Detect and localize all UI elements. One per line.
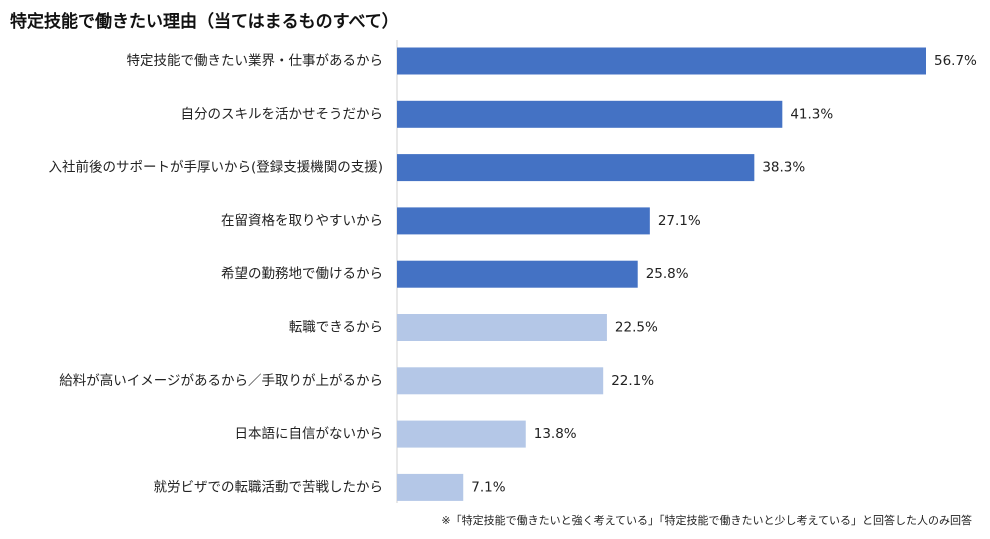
bar xyxy=(397,100,783,128)
bar xyxy=(397,154,755,182)
bar xyxy=(397,367,604,395)
category-label: 特定技能で働きたい業界・仕事があるから xyxy=(127,53,384,69)
category-label: 在留資格を取りやすいから xyxy=(221,213,383,229)
data-label: 13.8% xyxy=(534,426,577,442)
data-label: 27.1% xyxy=(658,213,701,229)
category-label: 給料が高いイメージがあるから／手取りが上がるから xyxy=(59,372,383,389)
bar xyxy=(397,314,607,341)
data-label: 38.3% xyxy=(762,160,805,176)
bar xyxy=(397,420,526,448)
category-label: 自分のスキルを活かせそうだから xyxy=(181,106,384,122)
footnote: ※「特定技能で働きたいと強く考えている」「特定技能で働きたいと少し考えている」と… xyxy=(441,514,972,527)
data-label: 22.1% xyxy=(611,373,654,389)
data-label: 7.1% xyxy=(471,479,505,495)
bar xyxy=(397,260,638,288)
category-label: 希望の勤務地で働けるから xyxy=(221,266,383,282)
category-label: 就労ビザでの転職活動で苦戦したから xyxy=(154,479,384,495)
bar xyxy=(397,207,650,235)
data-label: 41.3% xyxy=(790,106,833,122)
bar xyxy=(397,473,464,501)
data-label: 25.8% xyxy=(646,266,689,282)
chart-title: 特定技能で働きたい理由（当てはまるものすべて） xyxy=(10,12,399,32)
data-label: 56.7% xyxy=(934,53,977,69)
category-label: 入社前後のサポートが手厚いから(登録支援機関の支援) xyxy=(48,159,383,176)
data-label: 22.5% xyxy=(615,320,658,336)
category-label: 日本語に自信がないから xyxy=(235,425,384,442)
category-label: 転職できるから xyxy=(289,320,383,336)
bar xyxy=(397,47,926,75)
